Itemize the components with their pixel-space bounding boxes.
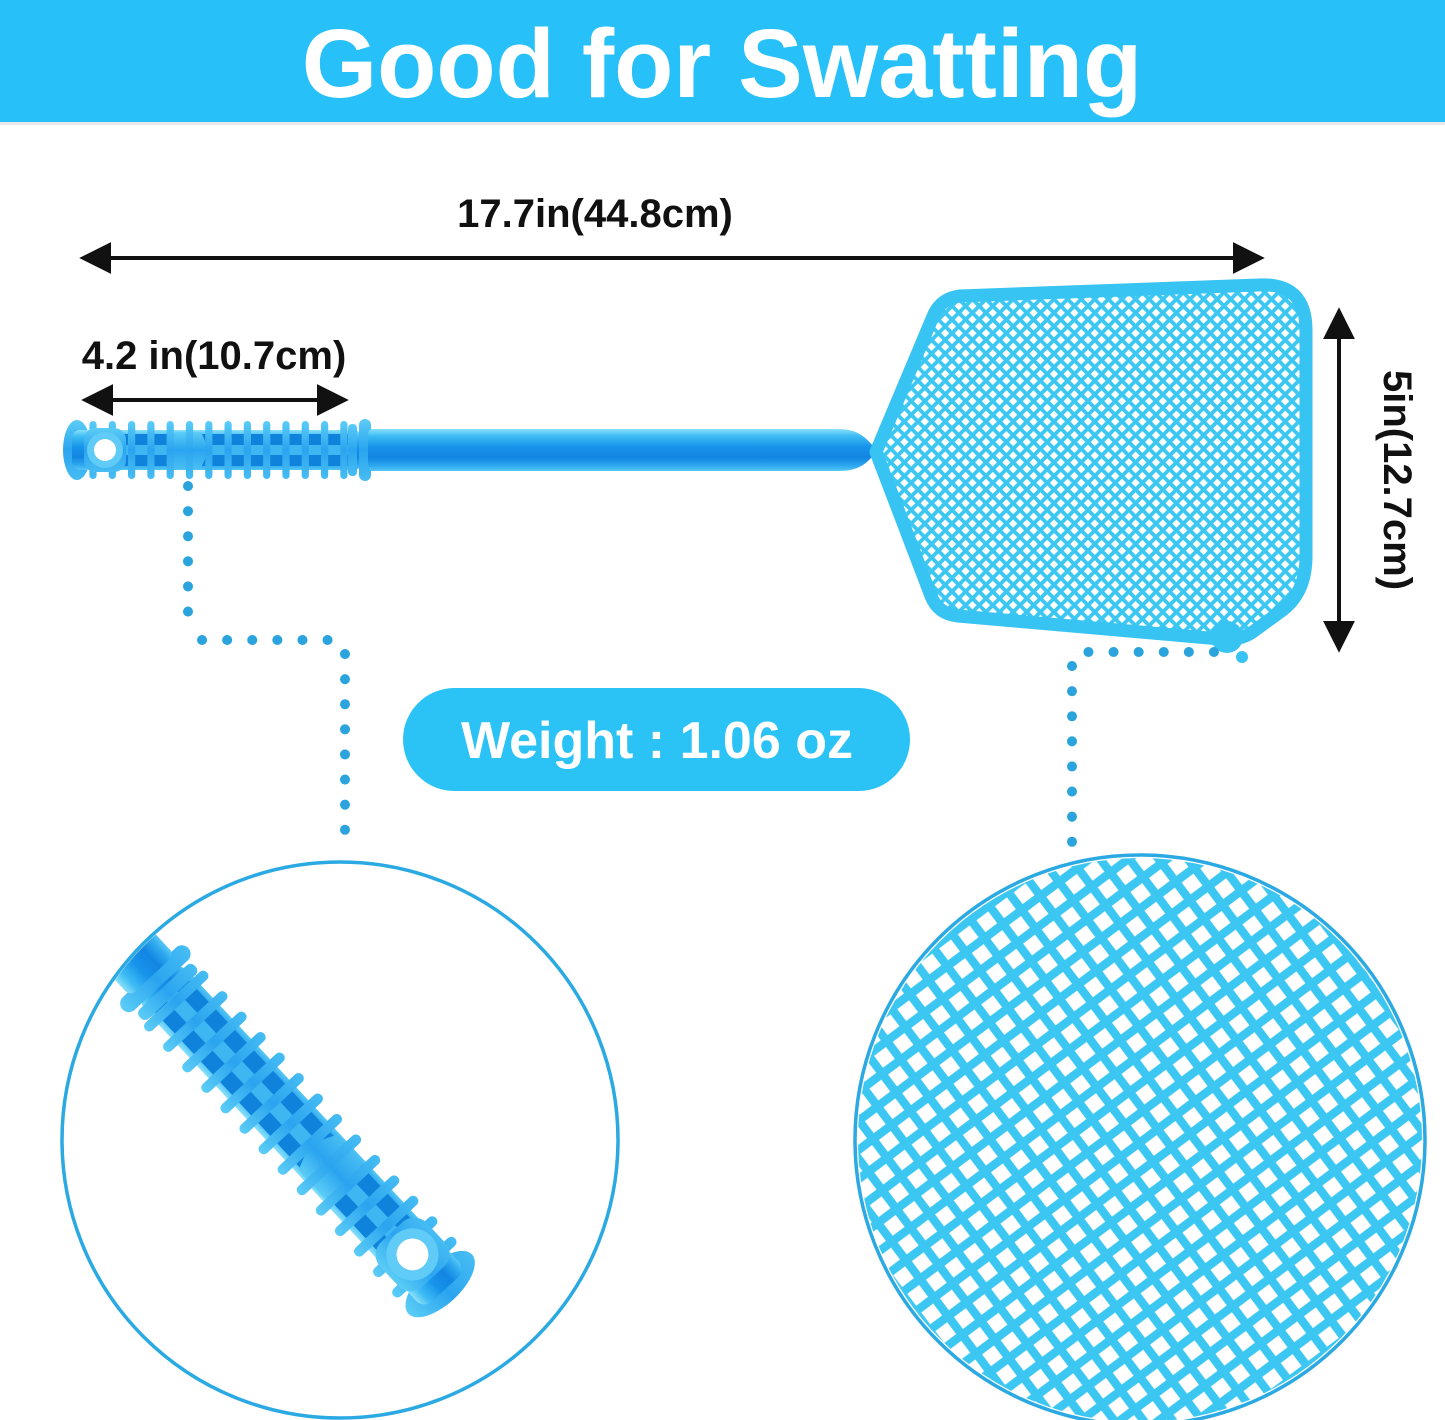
head-hang-knob (1211, 621, 1243, 653)
weight-label: Weight : 1.06 oz (461, 712, 853, 770)
total-length-label: 17.7in(44.8cm) (457, 192, 733, 236)
head-hang-knob-tip (1236, 651, 1248, 663)
header-banner: Good for Swatting (0, 0, 1445, 125)
connector-left-dotted-line (183, 481, 350, 849)
weight-badge: Weight : 1.06 oz (403, 688, 910, 791)
connector-right-dotted-line (1067, 647, 1219, 851)
head-height-label: 5in(12.7cm) (1375, 370, 1419, 590)
fly-swatter (63, 278, 1313, 663)
fly-swatter-grip (63, 419, 498, 481)
total-length-dimension: 17.7in(44.8cm) (79, 192, 1265, 274)
fly-swatter-neck (768, 429, 877, 471)
mesh-closeup-icon (858, 858, 1422, 1420)
handle-length-label: 4.2 in(10.7cm) (82, 334, 347, 378)
head-height-dimension: 5in(12.7cm) (1323, 307, 1419, 653)
fly-swatter-head (869, 278, 1313, 646)
handle-zoom-inset (60, 860, 620, 1420)
mesh-zoom-inset (853, 853, 1427, 1420)
page-title: Good for Swatting (302, 9, 1143, 118)
handle-length-dimension: 4.2 in(10.7cm) (81, 334, 349, 416)
